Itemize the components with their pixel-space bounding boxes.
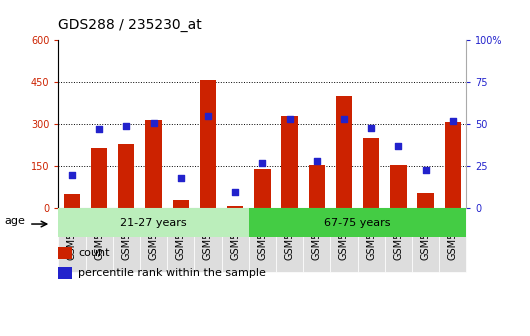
Bar xyxy=(145,120,162,208)
Bar xyxy=(85,208,113,272)
Bar xyxy=(281,116,298,208)
Point xyxy=(68,172,76,177)
Point xyxy=(95,127,103,132)
Bar xyxy=(167,208,195,272)
Bar xyxy=(58,208,85,272)
Point xyxy=(231,189,240,194)
Bar xyxy=(418,193,434,208)
Bar xyxy=(227,206,243,208)
Point xyxy=(122,123,130,129)
Point xyxy=(421,167,430,172)
Bar xyxy=(363,138,379,208)
Point xyxy=(204,113,212,119)
Bar xyxy=(118,144,135,208)
Text: count: count xyxy=(78,248,109,258)
Text: 21-27 years: 21-27 years xyxy=(120,218,187,227)
Bar xyxy=(445,122,461,208)
Bar xyxy=(91,148,107,208)
Bar xyxy=(113,208,140,272)
Point xyxy=(149,120,158,125)
Bar xyxy=(276,208,303,272)
Text: GDS288 / 235230_at: GDS288 / 235230_at xyxy=(58,18,202,32)
Bar xyxy=(200,80,216,208)
Bar xyxy=(330,208,358,272)
Bar xyxy=(64,194,80,208)
Bar xyxy=(308,165,325,208)
Point xyxy=(176,175,185,181)
Bar xyxy=(358,208,385,272)
Bar xyxy=(140,208,167,272)
Bar xyxy=(173,200,189,208)
Bar xyxy=(390,165,407,208)
Bar xyxy=(385,208,412,272)
Point xyxy=(313,159,321,164)
Point xyxy=(367,125,375,130)
Bar xyxy=(222,208,249,272)
Bar xyxy=(336,96,352,208)
Text: percentile rank within the sample: percentile rank within the sample xyxy=(78,268,266,278)
Bar xyxy=(412,208,439,272)
Point xyxy=(285,117,294,122)
Point xyxy=(258,160,267,166)
Bar xyxy=(195,208,222,272)
Point xyxy=(340,117,348,122)
Point xyxy=(394,143,403,149)
Text: age: age xyxy=(4,216,25,226)
Bar xyxy=(254,169,270,208)
Text: 67-75 years: 67-75 years xyxy=(324,218,391,227)
Bar xyxy=(439,208,466,272)
Point xyxy=(448,118,457,124)
Bar xyxy=(249,208,276,272)
Bar xyxy=(303,208,330,272)
